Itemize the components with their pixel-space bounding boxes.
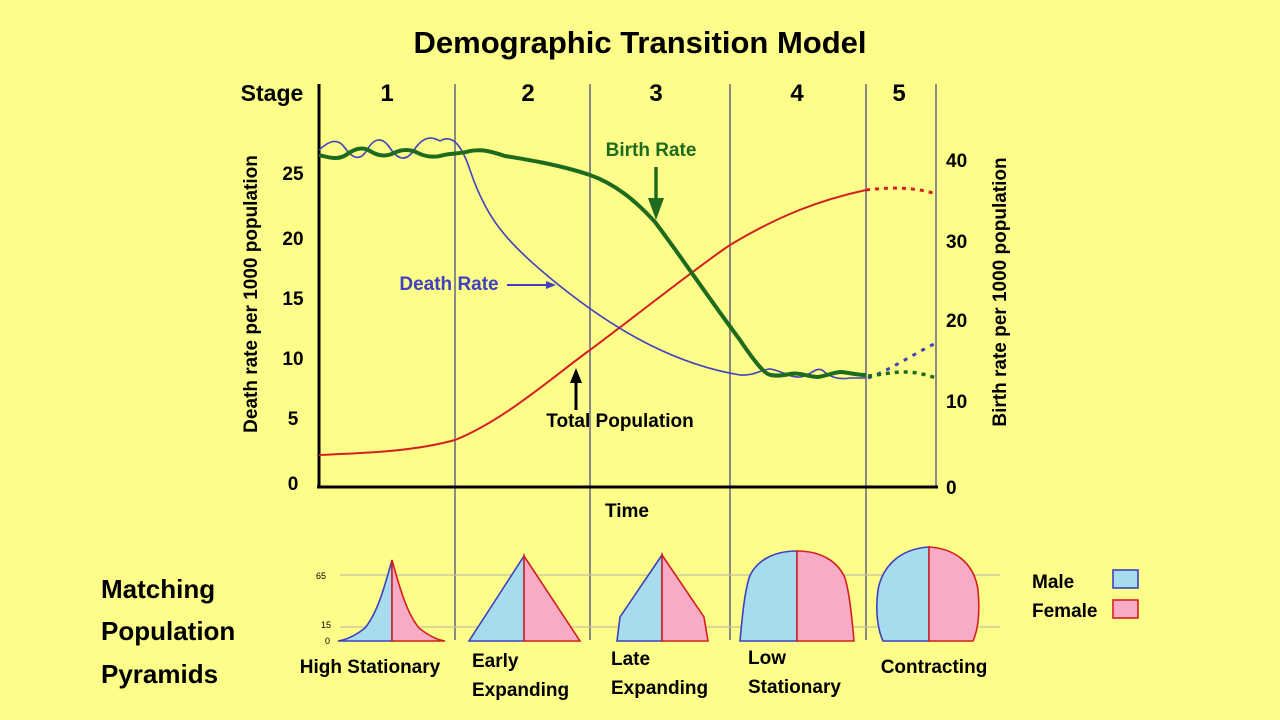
stage-numbers: 1 2 3 4 5 — [380, 80, 905, 107]
pyramid-male-half — [876, 546, 930, 642]
y-right-tick: 0 — [946, 478, 957, 499]
total-population-projection — [865, 186, 937, 196]
pyramid-label-early-expanding-line-2: Expanding — [472, 680, 569, 701]
pyramid-age-tick-0: 0 — [325, 636, 330, 646]
pyramid-male-half — [337, 559, 393, 642]
birth-rate-label: Birth Rate — [606, 140, 697, 161]
pyramids-heading-line-3: Pyramids — [101, 659, 218, 689]
stage-label: Stage — [241, 80, 304, 106]
x-axis-label: Time — [605, 501, 649, 522]
pyramid-label-early-expanding-line-1: Early — [472, 651, 519, 672]
death-rate-arrow — [507, 281, 556, 289]
y-left-tick: 15 — [282, 289, 304, 310]
y-axis-left-label: Death rate per 1000 population — [241, 155, 262, 433]
total-population-arrow — [570, 368, 582, 410]
y-left-tick: 0 — [288, 474, 299, 495]
stage-number-5: 5 — [892, 80, 905, 107]
pyramid-male-half — [616, 552, 663, 642]
y-left-tick-labels: 0 5 10 15 20 25 — [282, 164, 304, 495]
stage-number-1: 1 — [380, 80, 393, 107]
y-right-tick: 30 — [946, 232, 967, 253]
pyramid-female-half — [391, 559, 446, 642]
birth-rate-projection — [867, 370, 937, 380]
birth-rate-curve — [318, 146, 867, 380]
pyramid-female-half — [523, 553, 582, 642]
pyramid-high-stationary — [337, 559, 446, 642]
y-right-tick: 40 — [946, 151, 967, 172]
pyramid-female-half — [661, 552, 709, 642]
pyramid-female-half — [928, 546, 980, 642]
death-rate-label: Death Rate — [399, 274, 498, 295]
pyramid-male-half — [739, 550, 798, 642]
legend-label-female: Female — [1032, 601, 1097, 622]
stage-number-3: 3 — [649, 80, 662, 107]
pyramid-early-expanding — [467, 553, 582, 642]
stage-number-4: 4 — [790, 80, 804, 107]
y-right-tick: 20 — [946, 311, 967, 332]
legend-swatch-male — [1112, 569, 1139, 589]
pyramid-label-late-expanding-line-2: Expanding — [611, 678, 708, 699]
pyramids-heading-line-1: Matching — [101, 574, 215, 604]
y-right-tick-labels: 0 10 20 30 40 — [946, 151, 967, 499]
stage-number-2: 2 — [521, 80, 534, 107]
total-population-curve — [318, 189, 867, 456]
pyramid-label-high-stationary: High Stationary — [300, 657, 441, 678]
pyramid-label-low-stationary-line-1: Low — [748, 648, 786, 669]
pyramid-low-stationary — [739, 550, 855, 642]
chart-axes — [317, 84, 938, 489]
y-left-tick: 5 — [288, 409, 299, 430]
y-left-tick: 10 — [282, 349, 303, 370]
death-rate-projection — [867, 341, 937, 380]
total-population-label: Total Population — [546, 411, 693, 432]
pyramid-female-half — [796, 550, 855, 642]
legend-swatch-female — [1112, 599, 1139, 619]
legend-label-male: Male — [1032, 572, 1074, 593]
pyramid-contracting — [876, 546, 980, 642]
pyramid-late-expanding — [616, 552, 709, 642]
y-right-tick: 10 — [946, 392, 967, 413]
pyramid-label-contracting: Contracting — [881, 657, 988, 678]
pyramids-heading-line-2: Population — [101, 616, 235, 646]
pyramid-male-half — [467, 553, 525, 642]
pyramid-age-tick-15: 15 — [321, 620, 331, 630]
pyramid-label-late-expanding-line-1: Late — [611, 649, 650, 670]
stage-dividers — [454, 84, 937, 640]
diagram-title: Demographic Transition Model — [414, 25, 867, 60]
y-left-tick: 20 — [282, 229, 303, 250]
birth-rate-arrow — [648, 167, 664, 220]
legend: Male Female — [1032, 569, 1139, 622]
y-axis-right-label: Birth rate per 1000 population — [990, 157, 1011, 426]
pyramid-age-tick-65: 65 — [316, 571, 326, 581]
pyramid-label-low-stationary-line-2: Stationary — [748, 677, 841, 698]
y-left-tick: 25 — [282, 164, 304, 185]
